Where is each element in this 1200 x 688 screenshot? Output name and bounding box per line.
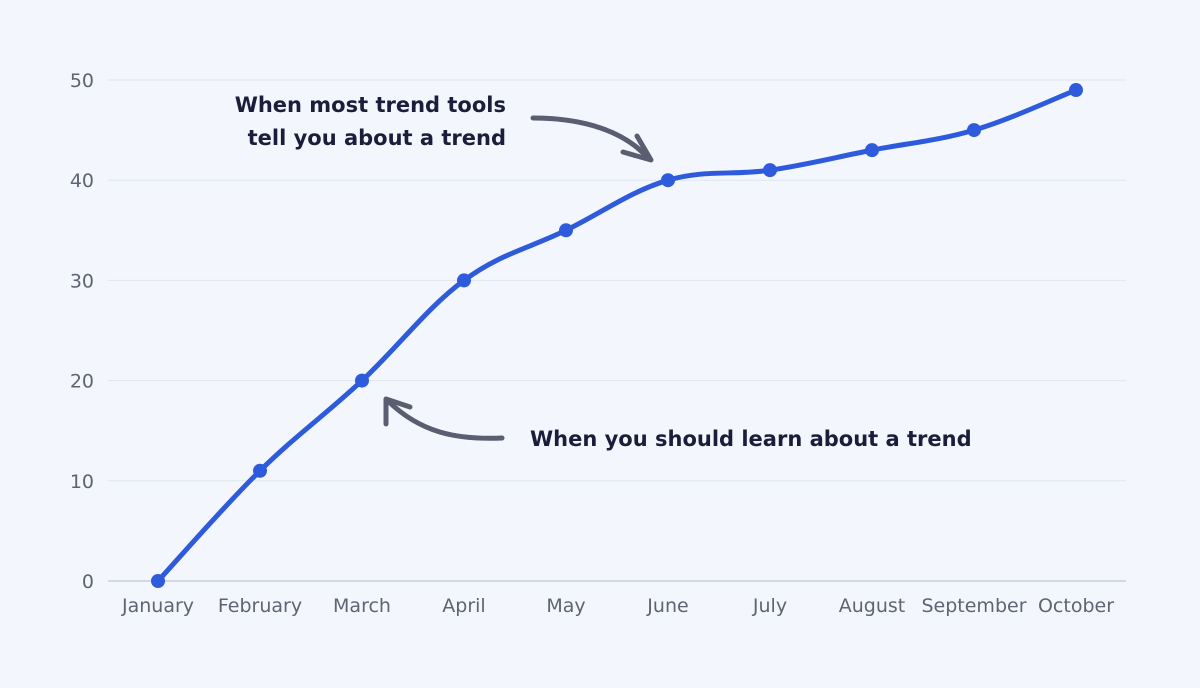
annotation-early-line-1: When you should learn about a trend — [530, 427, 972, 451]
y-axis-labels: 0 10 20 30 40 50 — [70, 70, 94, 593]
data-points — [151, 83, 1083, 588]
data-point-may — [559, 223, 573, 238]
y-tick-label: 30 — [70, 270, 94, 292]
annotation-late-arrowhead — [620, 133, 654, 163]
annotation-late-line-2: tell you about a trend — [248, 126, 506, 150]
x-tick-label: October — [1038, 595, 1114, 617]
series-line — [155, 87, 1079, 584]
x-axis-labels: January February March April May June July Augu… — [121, 595, 1114, 617]
annotation-late-line-1: When most trend tools — [235, 93, 506, 117]
data-point-february — [253, 463, 267, 478]
x-tick-label: April — [442, 595, 485, 617]
x-tick-label: August — [839, 595, 906, 617]
x-tick-label: February — [218, 595, 302, 617]
x-tick-label: September — [921, 595, 1026, 617]
y-tick-label: 50 — [70, 70, 94, 92]
x-tick-label: June — [646, 595, 688, 617]
data-point-october — [1069, 83, 1083, 98]
data-point-january — [151, 574, 165, 588]
y-tick-label: 0 — [82, 571, 94, 593]
data-point-april — [457, 273, 471, 288]
annotation-early-detection: When you should learn about a trend — [383, 396, 972, 451]
data-point-august — [865, 143, 879, 158]
annotation-early-arrowhead — [383, 396, 413, 427]
x-tick-label: January — [121, 595, 194, 617]
y-tick-label: 10 — [70, 471, 94, 493]
data-point-march — [355, 373, 369, 388]
x-tick-label: July — [752, 595, 787, 617]
series-line-layer — [155, 87, 1079, 584]
data-point-june — [661, 173, 675, 188]
annotation-late-detection: When most trend tools tell you about a t… — [235, 93, 654, 163]
annotation-late-arrow — [530, 115, 651, 161]
y-tick-label: 20 — [70, 371, 94, 393]
x-tick-label: March — [333, 595, 391, 617]
data-point-september — [967, 123, 981, 138]
y-tick-label: 40 — [70, 170, 94, 192]
annotation-early-arrow — [385, 398, 505, 441]
data-point-july — [763, 163, 777, 178]
grid-lines — [108, 79, 1126, 582]
x-tick-label: May — [546, 595, 585, 617]
